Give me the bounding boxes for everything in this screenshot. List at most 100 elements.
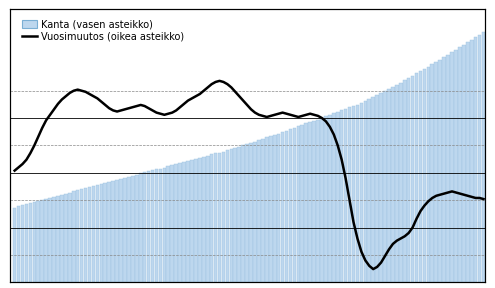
Bar bbox=[238, 147, 241, 282]
Bar bbox=[21, 205, 24, 282]
Bar bbox=[265, 137, 269, 282]
Bar bbox=[186, 161, 190, 282]
Bar bbox=[293, 128, 296, 282]
Bar bbox=[127, 177, 131, 282]
Bar bbox=[147, 171, 150, 282]
Bar bbox=[198, 158, 201, 282]
Bar bbox=[135, 175, 139, 282]
Bar bbox=[344, 109, 347, 282]
Bar bbox=[76, 190, 80, 282]
Bar bbox=[336, 111, 340, 282]
Bar bbox=[454, 50, 458, 282]
Bar bbox=[304, 123, 308, 282]
Bar bbox=[52, 197, 56, 282]
Bar bbox=[226, 151, 229, 282]
Bar bbox=[123, 178, 127, 282]
Bar bbox=[222, 152, 225, 282]
Bar bbox=[281, 132, 285, 282]
Bar bbox=[470, 39, 474, 282]
Bar bbox=[194, 159, 198, 282]
Bar bbox=[387, 89, 391, 282]
Bar bbox=[348, 107, 351, 282]
Bar bbox=[297, 126, 300, 282]
Bar bbox=[415, 73, 418, 282]
Bar bbox=[399, 83, 402, 282]
Bar bbox=[25, 204, 28, 282]
Bar bbox=[427, 67, 430, 282]
Bar bbox=[202, 157, 205, 282]
Bar bbox=[150, 170, 154, 282]
Bar bbox=[37, 201, 40, 282]
Bar bbox=[214, 154, 217, 282]
Bar bbox=[474, 37, 478, 282]
Bar bbox=[139, 173, 143, 282]
Bar bbox=[190, 160, 194, 282]
Bar bbox=[332, 113, 336, 282]
Bar bbox=[351, 106, 355, 282]
Bar bbox=[257, 140, 261, 282]
Bar bbox=[68, 193, 72, 282]
Bar bbox=[439, 60, 442, 282]
Bar bbox=[324, 116, 328, 282]
Bar bbox=[178, 163, 182, 282]
Bar bbox=[403, 80, 406, 282]
Bar bbox=[96, 185, 99, 282]
Bar bbox=[375, 95, 379, 282]
Bar bbox=[206, 156, 209, 282]
Bar bbox=[446, 55, 450, 282]
Bar bbox=[289, 129, 292, 282]
Bar bbox=[269, 136, 273, 282]
Bar bbox=[285, 131, 288, 282]
Bar bbox=[300, 125, 304, 282]
Bar bbox=[316, 120, 320, 282]
Bar bbox=[99, 184, 103, 282]
Bar bbox=[411, 76, 414, 282]
Bar bbox=[462, 45, 466, 282]
Bar bbox=[328, 115, 332, 282]
Bar bbox=[115, 180, 119, 282]
Bar bbox=[158, 168, 162, 282]
Bar bbox=[80, 189, 84, 282]
Bar bbox=[143, 173, 147, 282]
Bar bbox=[41, 200, 44, 282]
Bar bbox=[72, 191, 76, 282]
Bar bbox=[443, 57, 446, 282]
Bar bbox=[174, 164, 178, 282]
Bar bbox=[131, 176, 135, 282]
Bar bbox=[56, 196, 60, 282]
Bar bbox=[363, 101, 367, 282]
Bar bbox=[103, 183, 107, 282]
Bar bbox=[458, 47, 462, 282]
Bar bbox=[210, 154, 213, 282]
Bar bbox=[407, 78, 410, 282]
Bar bbox=[431, 64, 434, 282]
Bar bbox=[33, 202, 36, 282]
Bar bbox=[88, 187, 91, 282]
Bar bbox=[234, 148, 237, 282]
Bar bbox=[419, 71, 422, 282]
Bar bbox=[379, 93, 383, 282]
Bar bbox=[308, 122, 312, 282]
Bar bbox=[242, 145, 245, 282]
Bar bbox=[13, 208, 16, 282]
Bar bbox=[450, 52, 454, 282]
Bar bbox=[166, 166, 170, 282]
Bar bbox=[218, 153, 221, 282]
Bar bbox=[45, 199, 48, 282]
Bar bbox=[367, 99, 371, 282]
Bar bbox=[395, 85, 398, 282]
Bar bbox=[29, 203, 32, 282]
Bar bbox=[482, 32, 485, 282]
Bar bbox=[92, 187, 95, 282]
Bar bbox=[84, 188, 87, 282]
Bar bbox=[320, 118, 324, 282]
Bar bbox=[253, 142, 257, 282]
Bar bbox=[391, 87, 395, 282]
Bar bbox=[119, 179, 123, 282]
Bar bbox=[312, 121, 316, 282]
Bar bbox=[371, 97, 375, 282]
Bar bbox=[277, 134, 281, 282]
Legend: Kanta (vasen asteikko), Vuosimuutos (oikea asteikko): Kanta (vasen asteikko), Vuosimuutos (oik… bbox=[19, 16, 187, 45]
Bar bbox=[107, 182, 111, 282]
Bar bbox=[423, 69, 426, 282]
